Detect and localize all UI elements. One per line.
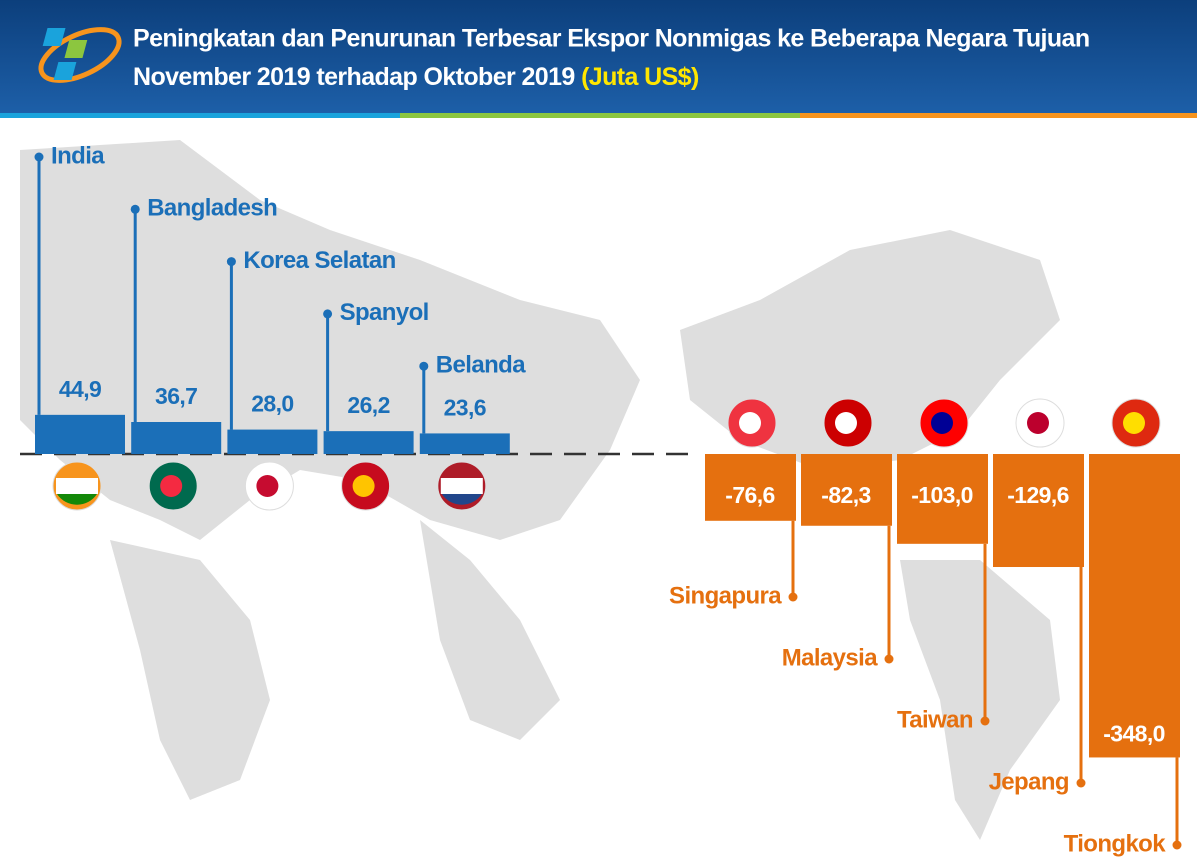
flag-band [56, 478, 98, 494]
bar [897, 454, 988, 544]
country-label: Malaysia [782, 644, 879, 671]
bar [35, 414, 125, 454]
subtitle-text: November 2019 terhadap Oktober 2019 [133, 63, 575, 91]
leader-dot [980, 716, 990, 726]
country-label: Singapura [669, 582, 782, 609]
leader-dot [788, 592, 798, 602]
bar [419, 433, 510, 454]
country-label: India [51, 142, 105, 169]
bar [993, 454, 1084, 568]
leader-dot [419, 361, 429, 371]
value-label: -76,6 [725, 482, 774, 508]
flag-emblem [835, 412, 857, 434]
country-label: Tiongkok [1064, 830, 1167, 857]
flag-emblem [1027, 412, 1049, 434]
value-label: 23,6 [444, 394, 486, 420]
chart-subtitle: November 2019 terhadap Oktober 2019 (Jut… [133, 63, 699, 91]
value-label: -82,3 [821, 482, 870, 508]
leader-dot [1172, 840, 1182, 850]
country-label: Bangladesh [147, 195, 277, 222]
bar [705, 454, 796, 521]
country-label: Jepang [989, 768, 1069, 795]
country-label: Belanda [436, 352, 526, 379]
chart-title: Peningkatan dan Penurunan Terbesar Ekspo… [133, 25, 1090, 53]
value-label: 44,9 [59, 376, 101, 402]
value-label: 36,7 [155, 383, 197, 409]
flag-band [440, 478, 483, 494]
leader-dot [323, 309, 333, 319]
leader-dot [1076, 778, 1086, 788]
bar [227, 429, 318, 454]
value-label: -348,0 [1103, 721, 1165, 747]
value-label: 26,2 [347, 392, 389, 418]
stripe [0, 113, 400, 118]
leader-dot [130, 204, 140, 214]
bar [323, 431, 414, 454]
bar [1089, 454, 1180, 758]
country-label: Spanyol [340, 299, 429, 326]
bar [131, 421, 222, 454]
stripe [800, 113, 1197, 118]
value-label: -103,0 [911, 482, 973, 508]
flag-emblem [1123, 412, 1145, 434]
value-label: -129,6 [1007, 482, 1069, 508]
flag-band [441, 494, 482, 505]
leader-dot [226, 257, 236, 267]
flag-emblem [352, 475, 375, 497]
flag-emblem [160, 475, 183, 497]
unit: (Juta US$) [581, 63, 699, 91]
stripe [400, 113, 800, 118]
logo [38, 27, 122, 83]
header [0, 0, 1197, 113]
country-label: Korea Selatan [243, 247, 395, 274]
leader-dot [34, 152, 44, 162]
flag-emblem [739, 412, 761, 434]
flag-emblem [256, 475, 279, 497]
country-label: Taiwan [897, 706, 973, 733]
flag-emblem [931, 412, 953, 434]
value-label: 28,0 [251, 391, 293, 417]
flag-band [57, 494, 97, 505]
leader-dot [884, 654, 894, 664]
bar [801, 454, 892, 526]
